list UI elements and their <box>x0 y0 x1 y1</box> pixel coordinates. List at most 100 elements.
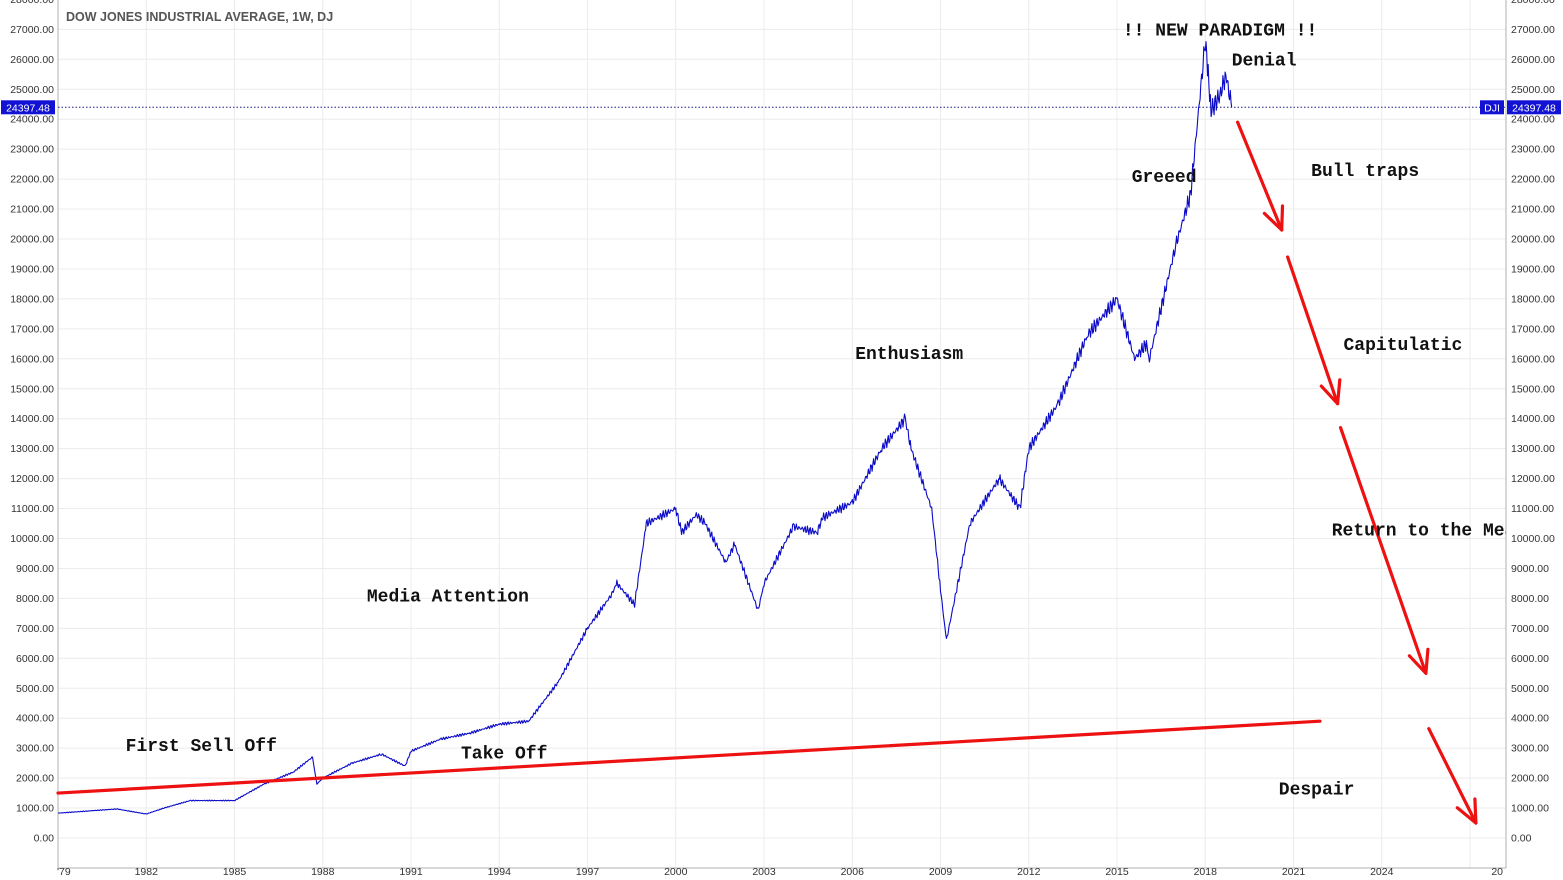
trendline <box>56 719 1322 795</box>
annotation-text: !! NEW PARADIGM !! <box>1123 21 1317 41</box>
y-tick-label-left: 8000.00 <box>16 593 54 605</box>
annotation-group: !! NEW PARADIGM !! Denial Bull traps Greeed… <box>126 21 1526 801</box>
y-tick-label-left: 26000.00 <box>10 54 54 66</box>
y-tick-label-left: 9000.00 <box>16 563 54 575</box>
x-tick-label: 1994 <box>488 866 512 878</box>
last-price-badge-right <box>1507 100 1561 115</box>
y-tick-label-left: 2000.00 <box>16 773 54 785</box>
y-tick-label-right: 14000.00 <box>1511 413 1555 425</box>
symbol-badge <box>1480 100 1504 115</box>
y-tick-label-right: 17000.00 <box>1511 323 1555 335</box>
x-tick-label: 1997 <box>576 866 600 878</box>
annotation-text: Enthusiasm <box>855 345 963 365</box>
x-tick-label: 1988 <box>311 866 335 878</box>
y-tick-label-left: 7000.00 <box>16 623 54 635</box>
x-tick-label: 2021 <box>1282 866 1306 878</box>
y-tick-label-right: 7000.00 <box>1511 623 1549 635</box>
overlay-layer: 24397.48 DJI 24397.48 <box>1 100 1561 825</box>
arrow-head <box>1319 378 1342 406</box>
annotation-text: Take Off <box>461 745 547 765</box>
y-tick-label-right: 26000.00 <box>1511 54 1555 66</box>
y-tick-label-left: 19000.00 <box>10 263 54 275</box>
y-tick-label-right: 0.00 <box>1511 833 1532 845</box>
y-tick-label-left: 22000.00 <box>10 174 54 186</box>
price-series-line <box>58 41 1233 815</box>
y-tick-label-right: 2000.00 <box>1511 773 1549 785</box>
y-tick-label-right: 4000.00 <box>1511 713 1549 725</box>
annotation-text: First Sell Off <box>126 737 277 757</box>
y-tick-label-left: 11000.00 <box>11 503 54 515</box>
x-tick-label: '79 <box>57 866 71 878</box>
y-tick-label-left: 15000.00 <box>10 383 54 395</box>
annotation-text: Bull traps <box>1311 162 1419 182</box>
y-tick-label-right: 1000.00 <box>1511 803 1549 815</box>
y-tick-label-left: 24000.00 <box>10 114 54 126</box>
y-tick-label-left: 28000.00 <box>10 0 54 6</box>
x-tick-label: 2009 <box>929 866 953 878</box>
y-tick-label-right: 3000.00 <box>1511 743 1549 755</box>
y-tick-label-left: 25000.00 <box>10 84 54 96</box>
y-tick-label-left: 1000.00 <box>16 803 54 815</box>
annotation-text: Denial <box>1232 51 1297 71</box>
y-tick-label-left: 21000.00 <box>10 204 54 216</box>
y-tick-label-right: 19000.00 <box>1511 263 1555 275</box>
y-tick-label-left: 17000.00 <box>10 323 54 335</box>
y-tick-label-right: 6000.00 <box>1511 653 1549 665</box>
x-tick-label: 2006 <box>841 866 865 878</box>
last-price-label-left: 24397.48 <box>6 102 50 114</box>
annotation-text: Media Attention <box>367 587 529 607</box>
y-tick-label-right: 10000.00 <box>1511 533 1555 545</box>
x-tick-label: 2012 <box>1017 866 1041 878</box>
y-tick-label-right: 5000.00 <box>1511 683 1549 695</box>
x-tick-label: 2024 <box>1370 866 1394 878</box>
x-tick-label: 2015 <box>1105 866 1129 878</box>
y-tick-label-left: 6000.00 <box>16 653 54 665</box>
y-tick-label-left: 20000.00 <box>10 234 54 246</box>
annotation-text: Return to the Mean <box>1332 522 1526 542</box>
last-price-badge-left <box>1 100 55 115</box>
y-tick-label-left: 4000.00 <box>16 713 54 725</box>
grid-layer <box>58 0 1506 868</box>
y-tick-label-right: 28000.00 <box>1511 0 1555 6</box>
y-tick-label-right: 23000.00 <box>1511 144 1555 156</box>
x-tick-label: 1985 <box>223 866 247 878</box>
y-tick-label-right: 24000.00 <box>1511 114 1555 126</box>
symbol-label: DJI <box>1484 102 1500 114</box>
arrow-shaft <box>1427 727 1478 825</box>
axis-layer: 28000.00 28000.00 27000.00 27000.00 26000.00… <box>10 0 1555 878</box>
y-tick-label-right: 16000.00 <box>1511 353 1555 365</box>
y-tick-label-right: 9000.00 <box>1511 563 1549 575</box>
y-tick-label-left: 27000.00 <box>10 24 54 36</box>
x-tick-label: 20 <box>1491 866 1503 878</box>
chart-title: DOW JONES INDUSTRIAL AVERAGE, 1W, DJ <box>66 10 333 24</box>
series-layer <box>58 41 1233 815</box>
x-tick-label: 1991 <box>399 866 423 878</box>
y-tick-label-left: 13000.00 <box>10 443 54 455</box>
y-tick-label-right: 15000.00 <box>1511 383 1555 395</box>
arrow-head <box>1407 647 1430 675</box>
y-tick-label-right: 13000.00 <box>1511 443 1555 455</box>
annotation-text: Capitulatic <box>1344 336 1463 356</box>
y-tick-label-left: 0.00 <box>34 833 55 845</box>
annotation-text: Greeed <box>1132 168 1197 188</box>
x-tick-label: 2003 <box>752 866 776 878</box>
y-tick-label-left: 3000.00 <box>16 743 54 755</box>
y-tick-label-right: 27000.00 <box>1511 24 1555 36</box>
y-tick-label-left: 18000.00 <box>10 293 54 305</box>
y-tick-label-right: 11000.00 <box>1511 503 1554 515</box>
y-tick-label-right: 22000.00 <box>1511 174 1555 186</box>
arrow-shaft <box>1338 426 1428 675</box>
y-tick-label-left: 16000.00 <box>10 353 54 365</box>
annotation-text: Despair <box>1279 781 1355 801</box>
y-tick-label-left: 10000.00 <box>10 533 54 545</box>
y-tick-label-right: 8000.00 <box>1511 593 1549 605</box>
last-price-label-right: 24397.48 <box>1512 102 1556 114</box>
y-tick-label-left: 12000.00 <box>10 473 54 485</box>
x-tick-label: 2018 <box>1194 866 1218 878</box>
y-tick-label-right: 20000.00 <box>1511 234 1555 246</box>
y-tick-label-right: 25000.00 <box>1511 84 1555 96</box>
y-tick-label-left: 5000.00 <box>16 683 54 695</box>
y-tick-label-left: 14000.00 <box>10 413 54 425</box>
